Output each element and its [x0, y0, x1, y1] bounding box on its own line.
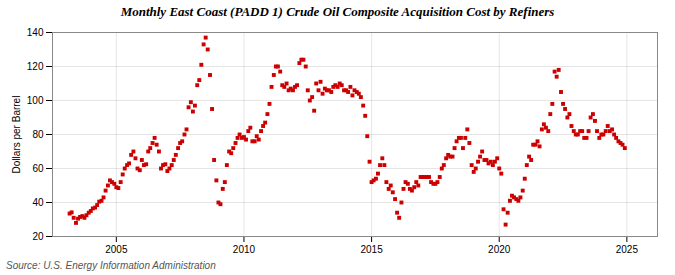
html-text:Monthly East Coast (PADD 1) Cr: Monthly East Coast (PADD 1) Crude Oil Co… [120, 4, 555, 19]
svg-text:2025: 2025 [616, 244, 639, 255]
svg-text:140: 140 [27, 27, 44, 38]
svg-text:80: 80 [32, 129, 44, 140]
svg-text:40: 40 [32, 197, 44, 208]
svg-text:100: 100 [27, 95, 44, 106]
svg-text:2015: 2015 [360, 244, 383, 255]
html-text:Source: U.S. Energy Informatio: Source: U.S. Energy Information Administ… [6, 260, 216, 271]
svg-text:60: 60 [32, 163, 44, 174]
svg-text:2020: 2020 [488, 244, 511, 255]
svg-text:120: 120 [27, 61, 44, 72]
svg-text:2005: 2005 [105, 244, 128, 255]
svg-text:Dollars per Barrel: Dollars per Barrel [11, 96, 22, 174]
svg-text:2010: 2010 [233, 244, 256, 255]
svg-text:20: 20 [32, 231, 44, 242]
